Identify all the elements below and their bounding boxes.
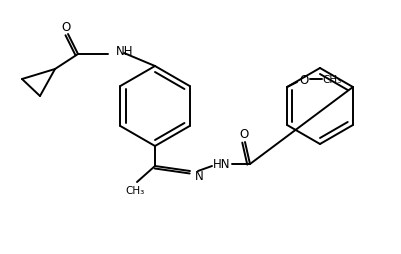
Text: O: O: [299, 73, 308, 86]
Text: HN: HN: [213, 158, 230, 171]
Text: O: O: [239, 127, 248, 140]
Text: NH: NH: [116, 44, 133, 57]
Text: O: O: [61, 20, 71, 33]
Text: CH₃: CH₃: [322, 75, 341, 85]
Text: N: N: [194, 169, 203, 182]
Text: CH₃: CH₃: [125, 185, 144, 195]
